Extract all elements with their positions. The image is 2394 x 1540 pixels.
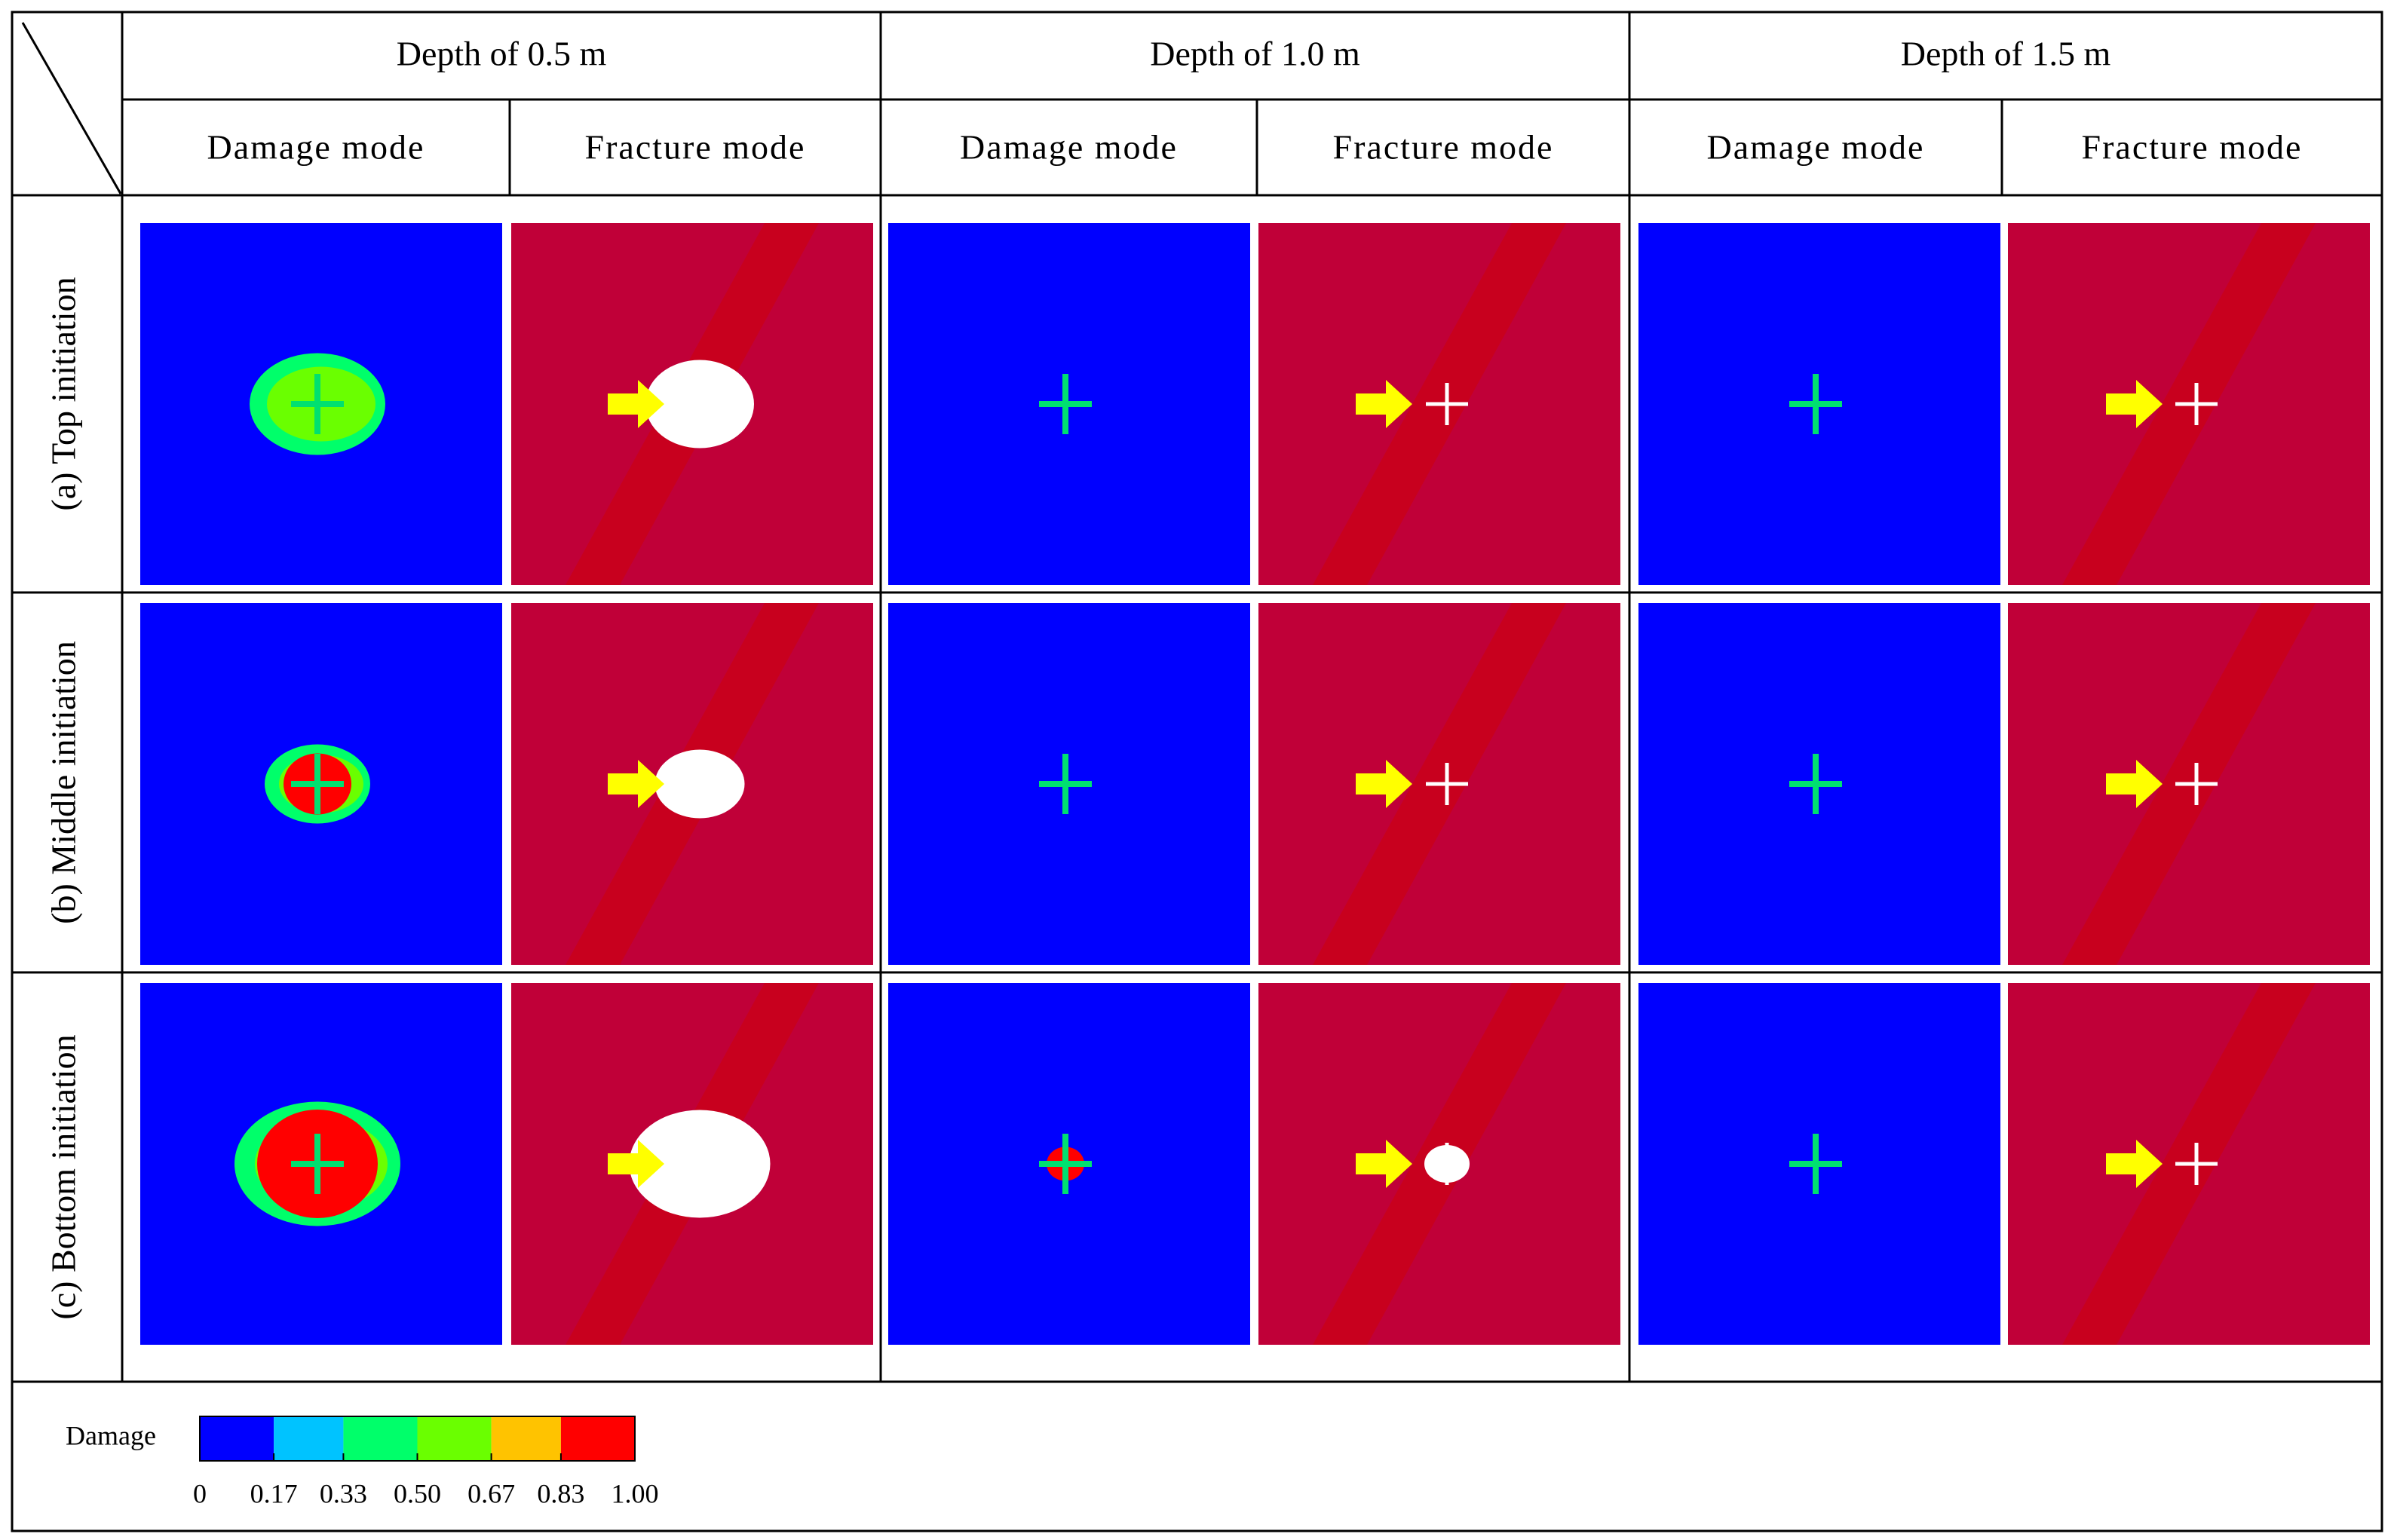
legend-title: Damage bbox=[66, 1420, 156, 1450]
fracture-cross bbox=[1426, 1143, 1468, 1185]
damage-cross bbox=[1789, 1134, 1842, 1194]
damage-cross bbox=[291, 1134, 344, 1194]
row-label: (c) Bottom initiation bbox=[44, 1034, 83, 1319]
row-label: (a) Top initiation bbox=[44, 277, 83, 510]
fracture-cross bbox=[2175, 383, 2218, 425]
colorbar-segment bbox=[274, 1416, 344, 1461]
colorbar-tick-label: 0 bbox=[193, 1478, 207, 1508]
damage-cross bbox=[1039, 1134, 1092, 1194]
colorbar-segment bbox=[560, 1416, 635, 1461]
fracture-cross bbox=[1426, 383, 1468, 425]
depth-header: Depth of 1.5 m bbox=[1901, 35, 2111, 73]
damage-cross bbox=[1789, 754, 1842, 814]
arrow bbox=[608, 1140, 664, 1188]
colorbar-segment bbox=[417, 1416, 492, 1461]
arrow bbox=[608, 760, 664, 808]
colorbar-segment bbox=[343, 1416, 418, 1461]
mode-header: Fracture mode bbox=[1333, 128, 1554, 167]
depth-header: Depth of 0.5 m bbox=[397, 35, 607, 73]
fracture-cross bbox=[679, 383, 721, 425]
fracture-cross bbox=[679, 1143, 721, 1185]
mode-header: Fracture mode bbox=[2082, 128, 2303, 167]
arrow bbox=[1356, 760, 1412, 808]
mode-header: Damage mode bbox=[1707, 128, 1925, 167]
colorbar-tick-label: 1.00 bbox=[612, 1478, 659, 1508]
fracture-cross bbox=[2175, 763, 2218, 805]
mode-header: Fracture mode bbox=[585, 128, 806, 167]
arrow bbox=[608, 380, 664, 428]
colorbar-segment bbox=[491, 1416, 561, 1461]
arrow bbox=[2106, 760, 2163, 808]
arrow bbox=[2106, 1140, 2163, 1188]
damage-cross bbox=[291, 754, 344, 814]
arrow bbox=[2106, 380, 2163, 428]
corner-diagonal bbox=[21, 22, 122, 194]
damage-cross bbox=[291, 374, 344, 434]
row-label: (b) Middle initiation bbox=[44, 641, 83, 924]
mode-header: Damage mode bbox=[960, 128, 1178, 167]
colorbar-tick-label: 0.33 bbox=[320, 1478, 367, 1508]
arrow bbox=[1356, 1140, 1412, 1188]
arrow bbox=[1356, 380, 1412, 428]
damage-cross bbox=[1789, 374, 1842, 434]
colorbar-tick-label: 0.83 bbox=[537, 1478, 584, 1508]
damage-cross bbox=[1039, 754, 1092, 814]
depth-header: Depth of 1.0 m bbox=[1150, 35, 1360, 73]
fracture-cross bbox=[1426, 763, 1468, 805]
fracture-cross bbox=[2175, 1143, 2218, 1185]
table-border bbox=[11, 11, 2383, 1532]
damage-cross bbox=[1039, 374, 1092, 434]
colorbar-segment bbox=[200, 1416, 274, 1461]
mode-header: Damage mode bbox=[207, 128, 425, 167]
fracture-cross bbox=[679, 763, 721, 805]
colorbar-tick-label: 0.17 bbox=[250, 1478, 298, 1508]
colorbar-tick-label: 0.50 bbox=[394, 1478, 441, 1508]
colorbar-tick-label: 0.67 bbox=[467, 1478, 515, 1508]
